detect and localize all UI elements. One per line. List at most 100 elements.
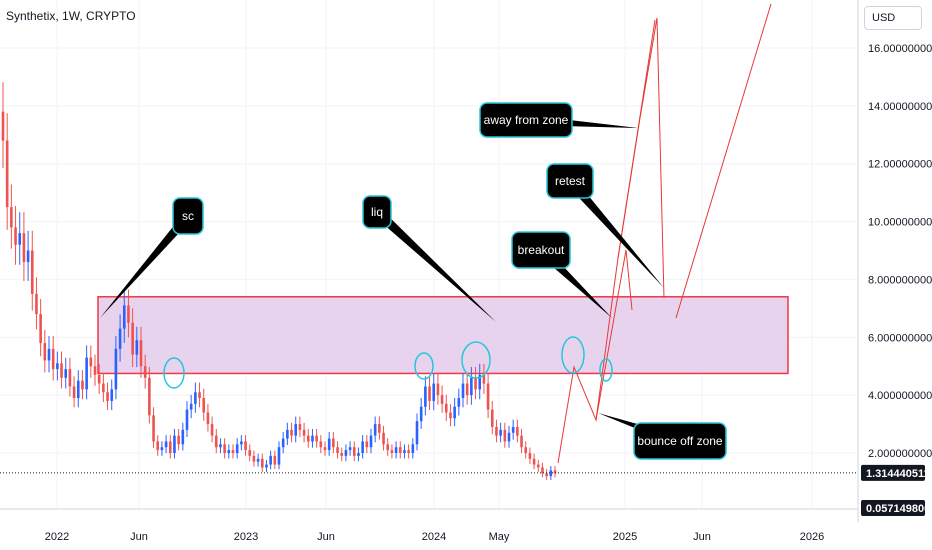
candle-body <box>139 340 143 367</box>
candle <box>294 416 298 443</box>
currency-selector[interactable]: USD <box>864 6 922 30</box>
candle <box>340 447 344 462</box>
candle-body <box>47 348 51 361</box>
candle <box>89 345 93 378</box>
candle-body <box>76 380 80 399</box>
candle-body <box>152 415 155 442</box>
candle-body <box>398 447 402 453</box>
candle <box>156 435 160 456</box>
highlight-circle[interactable] <box>163 357 185 389</box>
projection-path[interactable] <box>557 19 656 464</box>
candle-body <box>432 383 436 401</box>
candle-body <box>89 357 93 367</box>
candle <box>97 363 101 394</box>
candle-body <box>231 450 235 453</box>
callout-retest[interactable]: retest <box>546 163 664 288</box>
candle-body <box>470 377 473 396</box>
callouts[interactable]: sc liq breakout retest away from zone bounce … <box>100 102 727 460</box>
candle-body <box>72 386 76 399</box>
candle <box>382 425 385 451</box>
candle <box>424 376 427 416</box>
candle <box>219 438 222 454</box>
candle <box>290 422 293 443</box>
candle-body <box>122 305 126 329</box>
candle-body <box>110 389 114 401</box>
callout-away-from-zone[interactable]: away from zone <box>479 102 638 138</box>
candle-body <box>495 426 498 436</box>
candle <box>240 435 243 451</box>
candle-body <box>214 435 218 448</box>
candle-body <box>315 435 318 442</box>
projection-path[interactable] <box>595 249 633 421</box>
price-badge-bg <box>861 464 925 481</box>
x-tick-label: Jun <box>130 531 148 543</box>
y-tick-label: 2.000000000 <box>868 448 932 460</box>
candle-body <box>298 424 302 430</box>
candle-body <box>51 348 55 370</box>
candle <box>390 444 394 459</box>
candle-body <box>210 424 214 436</box>
candle-body <box>373 424 377 436</box>
zone-rect[interactable] <box>97 296 789 375</box>
candle-body <box>5 140 9 208</box>
candle <box>202 388 206 421</box>
candle <box>457 388 461 416</box>
candle-body <box>106 392 109 401</box>
candle <box>244 435 247 456</box>
callout-sc[interactable]: sc <box>100 197 204 318</box>
highlight-circle[interactable] <box>561 336 585 374</box>
candle <box>520 428 523 454</box>
candle <box>194 382 197 413</box>
candle-body <box>403 450 406 453</box>
candle <box>143 354 147 389</box>
candle-body <box>10 207 13 228</box>
candle <box>185 401 189 437</box>
drawings[interactable] <box>163 3 772 464</box>
candle-body <box>541 467 544 474</box>
candle <box>348 441 352 456</box>
candle <box>495 419 498 443</box>
candle <box>76 370 80 408</box>
callout-box <box>479 102 573 138</box>
supply-zone[interactable] <box>97 296 789 375</box>
candle-body <box>440 395 444 404</box>
candle <box>47 336 51 373</box>
candle-body <box>198 392 201 399</box>
candle <box>206 404 210 432</box>
candle-body <box>361 441 364 453</box>
callout-liq[interactable]: liq <box>362 195 496 322</box>
candle <box>269 450 272 470</box>
callout-label: sc <box>182 209 194 223</box>
candle-body <box>269 455 272 465</box>
price-badges: 1.314440511 0.057149800 <box>861 464 930 516</box>
projection-path[interactable] <box>617 17 665 299</box>
candle-body <box>332 438 335 448</box>
candle-body <box>449 412 452 419</box>
candle <box>10 184 13 249</box>
callout-box <box>633 422 727 460</box>
price-axis[interactable]: 16.000000000 14.000000000 12.000000000 10.0… <box>868 43 932 460</box>
candle <box>453 397 456 427</box>
highlight-circle[interactable] <box>461 341 491 379</box>
projection-path[interactable] <box>675 3 772 319</box>
time-axis[interactable]: 2022 Jun 2023 Jun 2024 May 2025 Jun 2026 <box>45 531 824 543</box>
candle-body <box>436 383 440 396</box>
candle-body <box>503 429 507 442</box>
candle <box>30 230 34 311</box>
highlight-circle[interactable] <box>414 352 434 380</box>
candle <box>189 394 193 419</box>
callout-box <box>362 195 392 229</box>
candle <box>507 425 511 448</box>
callout-breakout[interactable]: breakout <box>511 231 612 318</box>
candle <box>428 376 431 411</box>
callout-bounce-off-zone[interactable]: bounce off zone <box>598 413 727 460</box>
callout-label: breakout <box>518 243 565 257</box>
callout-box <box>546 163 594 199</box>
candle <box>81 370 84 400</box>
highlight-circle[interactable] <box>599 358 613 382</box>
callout-label: away from zone <box>484 113 569 127</box>
candle-body <box>407 450 410 453</box>
candle <box>5 113 9 230</box>
candle-body <box>499 429 502 436</box>
